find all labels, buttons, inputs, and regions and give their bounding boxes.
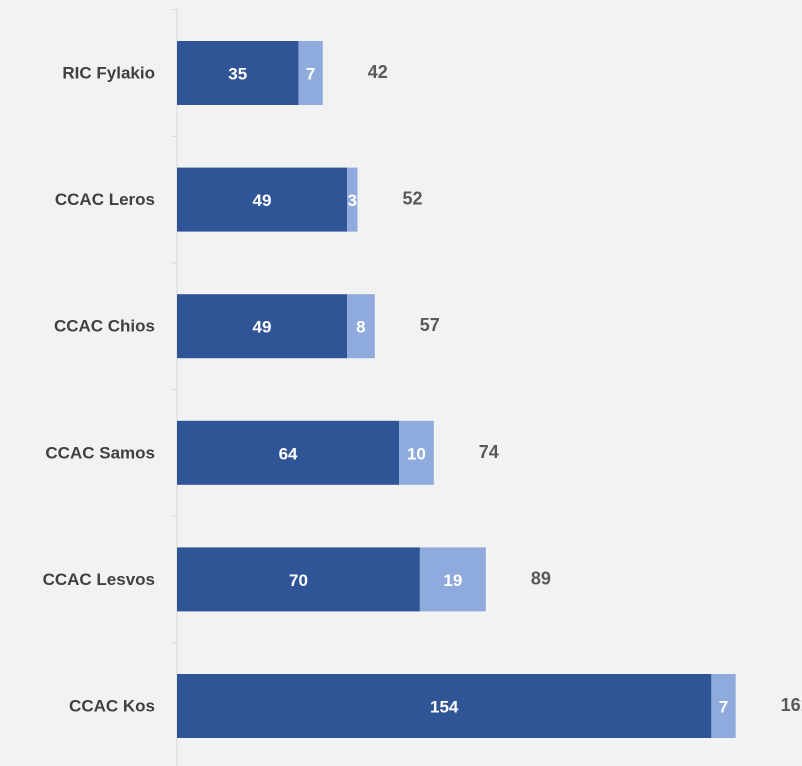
total-value-label: 74 [479, 442, 499, 462]
category-label: CCAC Lesvos [43, 570, 155, 589]
total-value-label: 161 [781, 695, 802, 715]
segment-value-label: 19 [443, 571, 462, 590]
segment-value-label: 49 [253, 191, 272, 210]
bar-segment-2 [347, 167, 358, 232]
segment-value-label: 7 [719, 698, 728, 717]
bar-segment-2 [711, 674, 736, 738]
category-label: CCAC Samos [45, 443, 155, 462]
category-label: CCAC Kos [69, 697, 155, 716]
segment-value-label: 64 [279, 444, 298, 463]
category-label: CCAC Leros [55, 190, 155, 209]
segment-value-label: 10 [407, 444, 426, 463]
category-label: RIC Fylakio [62, 64, 155, 83]
segment-value-label: 3 [348, 191, 357, 210]
segment-value-label: 49 [253, 318, 272, 337]
bar-segment-2 [347, 294, 375, 359]
category-label: CCAC Chios [54, 317, 155, 336]
total-value-label: 57 [420, 315, 440, 335]
bar-segment-1 [177, 41, 299, 105]
bar-segment-1 [177, 294, 348, 359]
segment-value-label: 35 [228, 65, 247, 84]
bar-segment-1 [177, 674, 712, 738]
bar-segment-2 [298, 41, 323, 105]
bar-segment-1 [177, 420, 400, 485]
segment-value-label: 7 [306, 65, 315, 84]
segment-value-label: 8 [356, 318, 365, 337]
total-value-label: 52 [402, 189, 422, 209]
bar-segment-2 [399, 420, 434, 485]
total-value-label: 42 [368, 62, 388, 82]
bar-segment-1 [177, 547, 420, 612]
bar-segment-1 [177, 167, 348, 232]
total-value-label: 89 [531, 568, 551, 588]
segment-value-label: 154 [430, 698, 459, 717]
bar-segment-2 [419, 547, 486, 612]
segment-value-label: 70 [289, 571, 308, 590]
